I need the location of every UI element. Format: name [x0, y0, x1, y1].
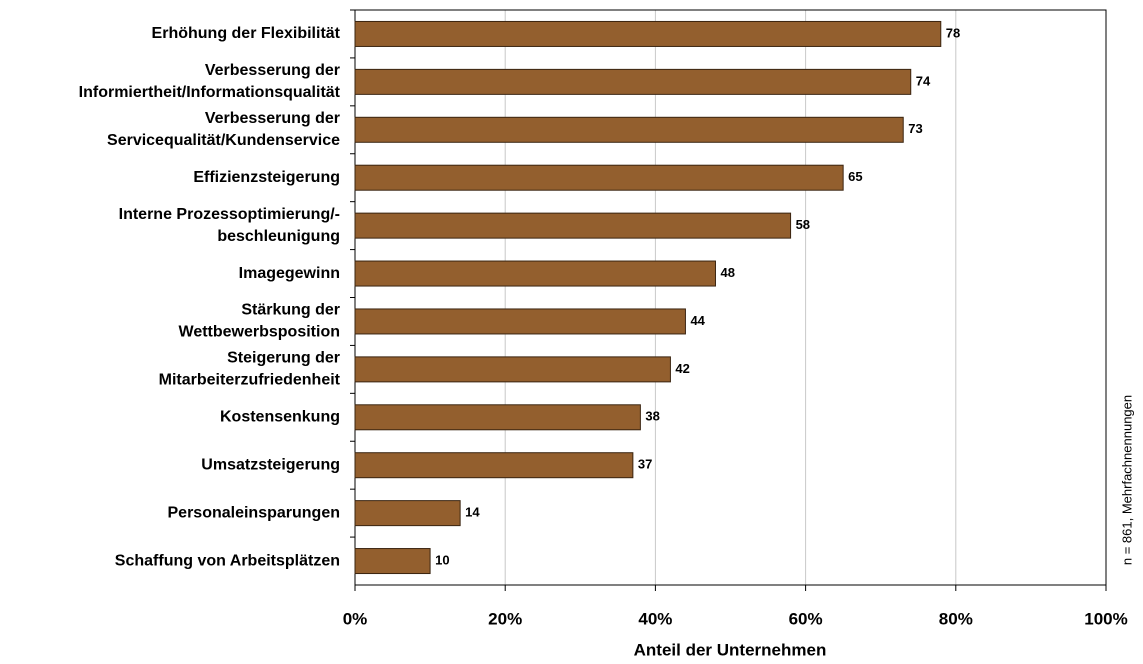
data-label: 44: [690, 313, 705, 328]
y-tick-label: Stärkung der: [241, 302, 340, 319]
bar: [354, 20, 942, 47]
bar: [354, 164, 844, 191]
x-tick-label: 0%: [343, 609, 368, 628]
data-label: 74: [916, 73, 931, 88]
data-label: 78: [946, 25, 960, 40]
data-label: 37: [638, 457, 652, 472]
y-tick-label: beschleunigung: [217, 228, 340, 245]
bar: [354, 212, 792, 239]
bar: [354, 404, 641, 431]
bar: [354, 500, 461, 527]
x-tick-label: 100%: [1084, 609, 1127, 628]
bar: [354, 116, 904, 143]
data-label: 10: [435, 552, 449, 567]
y-tick-label: Verbesserung der: [205, 110, 340, 127]
bar: [354, 452, 634, 479]
y-tick-label: Personaleinsparungen: [168, 504, 341, 521]
data-label: 48: [720, 265, 734, 280]
bar: [354, 68, 912, 95]
data-label: 65: [848, 169, 862, 184]
x-tick-label: 80%: [939, 609, 973, 628]
y-tick-label: Umsatzsteigerung: [201, 456, 340, 473]
y-tick-label: Schaffung von Arbeitsplätzen: [115, 552, 340, 569]
y-tick-label: Imagegewinn: [239, 265, 340, 282]
bar: [354, 308, 686, 335]
y-tick-label: Informiertheit/Informationsqualität: [79, 84, 341, 101]
data-label: 38: [645, 409, 659, 424]
bar: [354, 548, 431, 575]
x-axis-label: Anteil der Unternehmen: [634, 640, 827, 659]
y-tick-label: Effizienzsteigerung: [193, 169, 340, 186]
data-label: 42: [675, 361, 689, 376]
plot-frame: [354, 9, 1107, 586]
y-tick-label: Steigerung der: [227, 350, 340, 367]
x-tick-label: 60%: [789, 609, 823, 628]
y-tick-label: Mitarbeiterzufriedenheit: [159, 372, 341, 389]
y-tick-label: Wettbewerbsposition: [179, 324, 341, 341]
x-tick-label: 20%: [488, 609, 522, 628]
note: n = 861, Mehrfachnennungen: [1119, 395, 1134, 565]
x-tick-label: 40%: [638, 609, 672, 628]
bar: [354, 260, 716, 287]
y-tick-label: Verbesserung der: [205, 62, 340, 79]
y-tick-label: Interne Prozessoptimierung/-: [119, 206, 340, 223]
data-label: 58: [796, 217, 810, 232]
y-tick-label: Kostensenkung: [220, 409, 340, 426]
bar: [354, 356, 671, 383]
data-label: 14: [465, 505, 480, 520]
data-label: 73: [908, 121, 922, 136]
y-tick-label: Servicequalität/Kundenservice: [107, 132, 340, 149]
y-tick-label: Erhöhung der Flexibilität: [152, 25, 341, 42]
